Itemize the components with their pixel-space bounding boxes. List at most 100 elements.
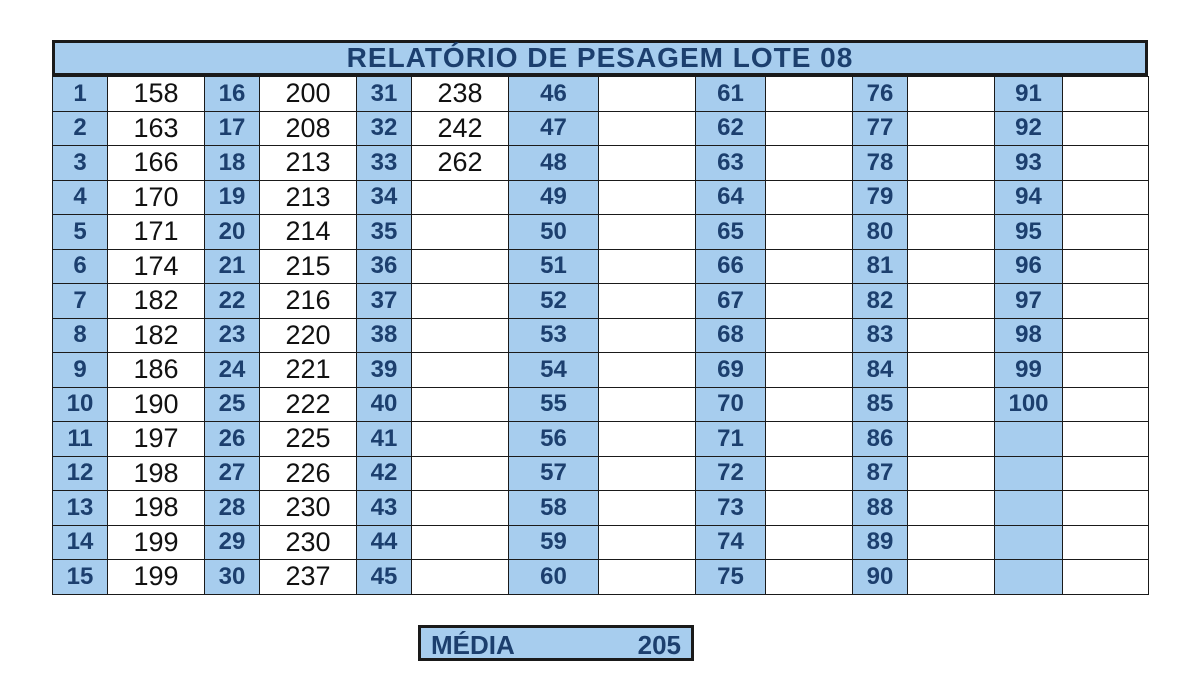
weight-cell: 166 bbox=[107, 145, 205, 181]
weights-table: 1 158 16 200 31 238 46 61 76 91 2 163 17 208 32 242 47 62… bbox=[52, 76, 1149, 595]
table-row: 5 171 20 214 35 50 65 80 95 bbox=[52, 214, 1149, 250]
animal-number-cell: 71 bbox=[695, 421, 766, 457]
weight-cell bbox=[907, 248, 995, 284]
animal-number-cell: 22 bbox=[204, 283, 260, 319]
animal-number-cell: 96 bbox=[994, 248, 1063, 284]
animal-number-cell: 14 bbox=[52, 524, 108, 560]
animal-number-cell: 56 bbox=[508, 421, 599, 457]
table-row: 2 163 17 208 32 242 47 62 77 92 bbox=[52, 110, 1149, 146]
animal-number-cell: 94 bbox=[994, 179, 1063, 215]
animal-number-cell: 60 bbox=[508, 559, 599, 595]
table-row: 7 182 22 216 37 52 67 82 97 bbox=[52, 283, 1149, 319]
weight-cell bbox=[907, 76, 995, 112]
report-title: RELATÓRIO DE PESAGEM LOTE 08 bbox=[52, 40, 1148, 76]
weight-cell bbox=[907, 490, 995, 526]
animal-number-cell: 75 bbox=[695, 559, 766, 595]
weight-cell: 214 bbox=[259, 214, 357, 250]
animal-number-cell: 44 bbox=[356, 524, 412, 560]
weight-cell bbox=[765, 352, 853, 388]
animal-number-cell: 82 bbox=[852, 283, 908, 319]
weight-cell: 222 bbox=[259, 386, 357, 422]
animal-number-cell: 57 bbox=[508, 455, 599, 491]
animal-number-cell: 10 bbox=[52, 386, 108, 422]
weight-cell bbox=[907, 455, 995, 491]
weight-cell bbox=[907, 145, 995, 181]
weight-cell: 186 bbox=[107, 352, 205, 388]
weight-cell: 208 bbox=[259, 110, 357, 146]
animal-number-cell: 65 bbox=[695, 214, 766, 250]
weight-cell bbox=[907, 524, 995, 560]
weight-cell bbox=[598, 145, 696, 181]
table-row: 3 166 18 213 33 262 48 63 78 93 bbox=[52, 145, 1149, 181]
animal-number-cell: 29 bbox=[204, 524, 260, 560]
animal-number-cell: 17 bbox=[204, 110, 260, 146]
weight-cell bbox=[411, 352, 509, 388]
animal-number-cell: 30 bbox=[204, 559, 260, 595]
weight-cell bbox=[411, 421, 509, 457]
weight-cell bbox=[765, 490, 853, 526]
weight-cell bbox=[907, 386, 995, 422]
table-row: 13 198 28 230 43 58 73 88 bbox=[52, 490, 1149, 526]
weight-cell bbox=[765, 386, 853, 422]
animal-number-cell: 88 bbox=[852, 490, 908, 526]
weight-cell bbox=[411, 490, 509, 526]
animal-number-cell: 93 bbox=[994, 145, 1063, 181]
weight-cell: 199 bbox=[107, 559, 205, 595]
animal-number-cell: 13 bbox=[52, 490, 108, 526]
weight-cell: 238 bbox=[411, 76, 509, 112]
average-value: 205 bbox=[637, 630, 681, 660]
weight-cell bbox=[907, 179, 995, 215]
weight-cell: 174 bbox=[107, 248, 205, 284]
animal-number-cell: 77 bbox=[852, 110, 908, 146]
animal-number-cell: 35 bbox=[356, 214, 412, 250]
weight-cell bbox=[1062, 455, 1149, 491]
animal-number-cell: 91 bbox=[994, 76, 1063, 112]
weight-cell: 182 bbox=[107, 317, 205, 353]
empty-index-cell bbox=[994, 490, 1063, 526]
animal-number-cell: 86 bbox=[852, 421, 908, 457]
average-box: MÉDIA 205 bbox=[418, 625, 694, 661]
weight-cell: 170 bbox=[107, 179, 205, 215]
animal-number-cell: 59 bbox=[508, 524, 599, 560]
animal-number-cell: 81 bbox=[852, 248, 908, 284]
weight-cell bbox=[411, 214, 509, 250]
animal-number-cell: 84 bbox=[852, 352, 908, 388]
animal-number-cell: 64 bbox=[695, 179, 766, 215]
animal-number-cell: 72 bbox=[695, 455, 766, 491]
weight-cell: 225 bbox=[259, 421, 357, 457]
animal-number-cell: 73 bbox=[695, 490, 766, 526]
animal-number-cell: 42 bbox=[356, 455, 412, 491]
weight-cell: 216 bbox=[259, 283, 357, 319]
weight-cell bbox=[598, 455, 696, 491]
animal-number-cell: 52 bbox=[508, 283, 599, 319]
weight-cell bbox=[598, 524, 696, 560]
weight-cell bbox=[765, 283, 853, 319]
weight-cell bbox=[411, 524, 509, 560]
weight-cell bbox=[411, 455, 509, 491]
empty-index-cell bbox=[994, 455, 1063, 491]
animal-number-cell: 89 bbox=[852, 524, 908, 560]
weight-cell bbox=[1062, 283, 1149, 319]
animal-number-cell: 4 bbox=[52, 179, 108, 215]
animal-number-cell: 83 bbox=[852, 317, 908, 353]
table-row: 15 199 30 237 45 60 75 90 bbox=[52, 559, 1149, 595]
weight-cell bbox=[765, 248, 853, 284]
animal-number-cell: 31 bbox=[356, 76, 412, 112]
weight-cell bbox=[598, 490, 696, 526]
weight-cell bbox=[765, 76, 853, 112]
weight-cell: 198 bbox=[107, 455, 205, 491]
weight-cell: 220 bbox=[259, 317, 357, 353]
animal-number-cell: 69 bbox=[695, 352, 766, 388]
weight-cell: 158 bbox=[107, 76, 205, 112]
animal-number-cell: 63 bbox=[695, 145, 766, 181]
weight-cell: 237 bbox=[259, 559, 357, 595]
table-row: 12 198 27 226 42 57 72 87 bbox=[52, 455, 1149, 491]
weight-cell: 226 bbox=[259, 455, 357, 491]
animal-number-cell: 99 bbox=[994, 352, 1063, 388]
weight-cell: 163 bbox=[107, 110, 205, 146]
table-row: 11 197 26 225 41 56 71 86 bbox=[52, 421, 1149, 457]
weight-cell bbox=[907, 352, 995, 388]
weight-cell: 182 bbox=[107, 283, 205, 319]
animal-number-cell: 37 bbox=[356, 283, 412, 319]
weighing-report: RELATÓRIO DE PESAGEM LOTE 08 1 158 16 200 31… bbox=[52, 40, 1149, 595]
